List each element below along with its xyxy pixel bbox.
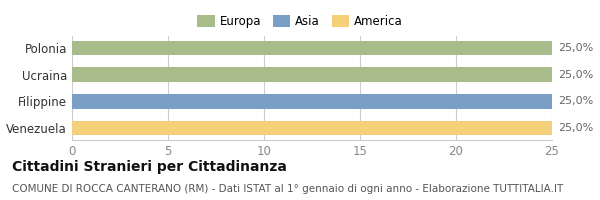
Text: COMUNE DI ROCCA CANTERANO (RM) - Dati ISTAT al 1° gennaio di ogni anno - Elabora: COMUNE DI ROCCA CANTERANO (RM) - Dati IS…	[12, 184, 563, 194]
Text: 25,0%: 25,0%	[558, 70, 593, 80]
Bar	[72, 121, 552, 135]
Text: Cittadini Stranieri per Cittadinanza: Cittadini Stranieri per Cittadinanza	[12, 160, 287, 174]
Text: 25,0%: 25,0%	[558, 96, 593, 106]
Text: 25,0%: 25,0%	[558, 43, 593, 53]
Text: 25,0%: 25,0%	[558, 123, 593, 133]
Bar	[72, 94, 552, 109]
Bar	[72, 41, 552, 55]
Legend: Europa, Asia, America: Europa, Asia, America	[193, 10, 407, 32]
Bar	[72, 67, 552, 82]
